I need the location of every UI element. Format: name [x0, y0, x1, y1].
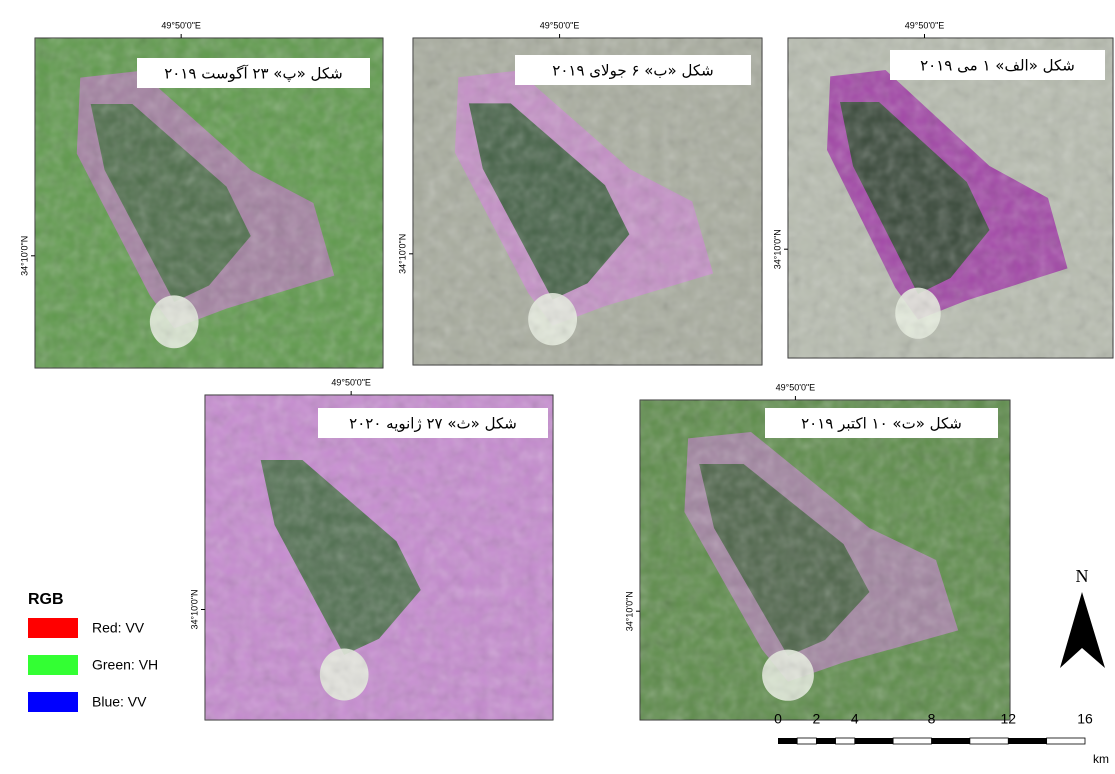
scale-label: 12 [1000, 711, 1016, 727]
map-panel: شکل «ث» ۲۷ ژانویه ۲۰۲۰ 49°50'0"E 34°10'0"N [189, 377, 553, 720]
legend-swatch [28, 618, 78, 638]
scale-unit: km [1093, 752, 1109, 766]
panel-label: شکل «ث» ۲۷ ژانویه ۲۰۲۰ [349, 415, 517, 433]
legend: RGB Red: VV Green: VH Blue: VV [28, 591, 158, 712]
scale-segment [1008, 738, 1046, 744]
longitude-label: 49°50'0"E [161, 20, 201, 30]
scale-segment [932, 738, 970, 744]
latitude-label: 34°10'0"N [397, 234, 407, 274]
map-panel: شکل «پ» ۲۳ آگوست ۲۰۱۹ 49°50'0"E 34°10'0"N [19, 20, 383, 368]
map-panel: شکل «ب» ۶ جولای ۲۰۱۹ 49°50'0"E 34°10'0"N [397, 20, 762, 365]
legend-swatch [28, 655, 78, 675]
scale-label: 4 [851, 711, 859, 727]
longitude-label: 49°50'0"E [905, 20, 945, 30]
scale-label: 0 [774, 711, 782, 727]
scale-segment [778, 738, 797, 744]
scale-label: 16 [1077, 711, 1093, 727]
legend-label: Blue: VV [92, 694, 147, 710]
map-figure: شکل «پ» ۲۳ آگوست ۲۰۱۹49°50'0"E34°10'0"Nش… [0, 0, 1115, 769]
scale-segment [836, 738, 855, 744]
image-texture [788, 38, 1113, 358]
scale-segment [970, 738, 1008, 744]
latitude-label: 34°10'0"N [772, 229, 782, 269]
scale-label: 2 [812, 711, 820, 727]
scale-segment [893, 738, 931, 744]
image-texture [413, 38, 762, 365]
legend-swatch [28, 692, 78, 712]
map-panel: شکل «ت» ۱۰ اکتبر ۲۰۱۹ 49°50'0"E 34°10'0"N [624, 382, 1010, 720]
panel-label: شکل «الف» ۱ می ۲۰۱۹ [920, 57, 1075, 75]
panel-label: شکل «ت» ۱۰ اکتبر ۲۰۱۹ [801, 415, 962, 433]
longitude-label: 49°50'0"E [331, 377, 371, 387]
longitude-label: 49°50'0"E [540, 20, 580, 30]
map-panel: شکل «الف» ۱ می ۲۰۱۹ 49°50'0"E 34°10'0"N [772, 20, 1113, 358]
scale-segment [855, 738, 893, 744]
legend-title: RGB [28, 591, 64, 608]
legend-label: Red: VV [92, 620, 145, 636]
image-texture [640, 400, 1010, 720]
north-label: N [1076, 566, 1089, 586]
latitude-label: 34°10'0"N [624, 591, 634, 631]
scale-segment [1047, 738, 1085, 744]
scale-segment [816, 738, 835, 744]
scale-segment [797, 738, 816, 744]
panel-label: شکل «پ» ۲۳ آگوست ۲۰۱۹ [164, 65, 343, 83]
longitude-label: 49°50'0"E [776, 382, 816, 392]
latitude-label: 34°10'0"N [19, 236, 29, 276]
panel-label: شکل «ب» ۶ جولای ۲۰۱۹ [552, 62, 713, 80]
legend-label: Green: VH [92, 657, 158, 673]
image-texture [205, 395, 553, 720]
latitude-label: 34°10'0"N [189, 589, 199, 629]
north-arrow [1060, 592, 1105, 668]
scale-label: 8 [928, 711, 936, 727]
